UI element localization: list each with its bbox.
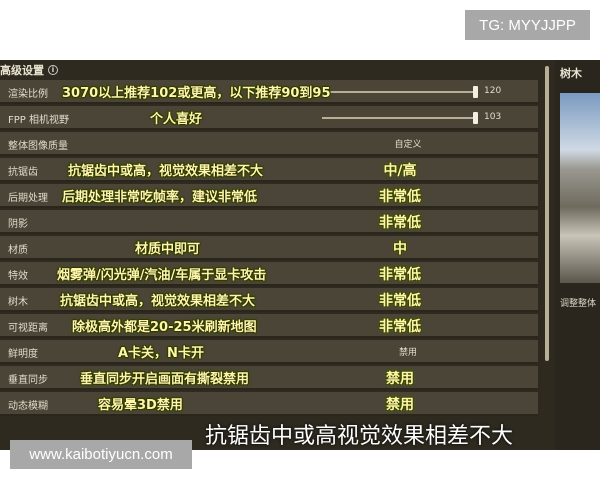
setting-label: 动态模糊	[8, 401, 48, 412]
section-title: 高级设置	[0, 64, 44, 77]
setting-value-annotation[interactable]: 非常低	[379, 189, 421, 205]
setting-label: 可视距离	[8, 323, 48, 334]
slider-handle[interactable]	[473, 86, 478, 98]
setting-row[interactable]: 鲜明度 禁用 A卡关，N卡开	[0, 340, 538, 364]
preview-panel: 树木 调整整体	[555, 60, 600, 450]
setting-label: 后期处理	[8, 193, 48, 204]
video-subtitle: 抗锯齿中或高视觉效果相差不大	[205, 424, 514, 449]
setting-value-annotation[interactable]: 非常低	[379, 215, 421, 231]
setting-row[interactable]: 抗锯齿 抗锯齿中或高，视觉效果相差不大 中/高	[0, 158, 538, 182]
setting-label: 阴影	[8, 219, 28, 230]
setting-label: 渲染比例	[8, 89, 48, 100]
setting-row[interactable]: FPP 相机视野 103 个人喜好	[0, 106, 538, 130]
annotation-text: 抗锯齿中或高，视觉效果相差不大	[68, 164, 264, 179]
setting-label: 鲜明度	[8, 349, 38, 360]
setting-row[interactable]: 可视距离 除极高外都是20-25米刷新地图 非常低	[0, 314, 538, 338]
advanced-settings-panel: 高级设置 i 渲染比例 120 3070以上推荐102或更高，以下推荐90到95 FP…	[0, 60, 600, 450]
annotation-text: 后期处理非常吃帧率，建议非常低	[62, 190, 258, 205]
slider-handle[interactable]	[473, 112, 478, 124]
setting-value-annotation[interactable]: 禁用	[386, 397, 414, 413]
setting-value-annotation[interactable]: 非常低	[379, 293, 421, 309]
scrollbar[interactable]	[545, 66, 549, 361]
preview-description: 调整整体	[560, 299, 597, 309]
setting-value-annotation[interactable]: 非常低	[379, 267, 421, 283]
setting-row[interactable]: 动态模糊 容易晕3D禁用 禁用	[0, 392, 538, 416]
annotation-text: 材质中即可	[135, 242, 201, 257]
setting-row[interactable]: 整体图像质量 自定义	[0, 132, 538, 156]
setting-label: 特效	[8, 271, 28, 282]
annotation-text: 3070以上推荐102或更高，以下推荐90到95	[62, 86, 331, 101]
setting-row[interactable]: 后期处理 后期处理非常吃帧率，建议非常低 非常低	[0, 184, 538, 208]
info-icon[interactable]: i	[48, 65, 58, 75]
setting-value-annotation[interactable]: 中/高	[383, 163, 417, 179]
slider-value: 103	[484, 112, 502, 122]
annotation-text: 垂直同步开启画面有撕裂禁用	[80, 372, 250, 387]
setting-value-annotation[interactable]: 中	[393, 241, 407, 257]
annotation-text: 除极高外都是20-25米刷新地图	[72, 320, 257, 335]
setting-slider[interactable]	[322, 112, 478, 124]
section-header: 高级设置 i	[0, 61, 58, 79]
setting-row[interactable]: 渲染比例 120 3070以上推荐102或更高，以下推荐90到95	[0, 80, 538, 104]
annotation-text: A卡关，N卡开	[118, 346, 204, 361]
preview-image	[560, 93, 600, 283]
annotation-text: 容易晕3D禁用	[98, 398, 183, 413]
watermark-top: TG: MYYJJPP	[465, 10, 590, 40]
setting-label: 整体图像质量	[8, 141, 68, 152]
setting-value[interactable]: 自定义	[394, 140, 422, 150]
preview-title: 树木	[560, 67, 582, 80]
setting-row[interactable]: 材质 材质中即可 中	[0, 236, 538, 260]
setting-value[interactable]: 禁用	[398, 348, 417, 358]
annotation-text: 个人喜好	[150, 112, 203, 127]
annotation-text: 抗锯齿中或高，视觉效果相差不大	[60, 294, 256, 309]
slider-value: 120	[484, 86, 502, 96]
setting-label: FPP 相机视野	[8, 115, 69, 126]
annotation-text: 烟雾弹/闪光弹/汽油/车属于显卡攻击	[57, 268, 267, 283]
setting-value-annotation[interactable]: 禁用	[386, 371, 414, 387]
setting-label: 材质	[8, 245, 28, 256]
setting-row[interactable]: 阴影 非常低	[0, 210, 538, 234]
setting-label: 树木	[8, 297, 28, 308]
setting-value-annotation[interactable]: 非常低	[379, 319, 421, 335]
watermark-bottom: www.kaibotiyucn.com	[10, 440, 192, 469]
setting-row[interactable]: 特效 烟雾弹/闪光弹/汽油/车属于显卡攻击 非常低	[0, 262, 538, 286]
setting-row[interactable]: 树木 抗锯齿中或高，视觉效果相差不大 非常低	[0, 288, 538, 312]
setting-row[interactable]: 垂直同步 垂直同步开启画面有撕裂禁用 禁用	[0, 366, 538, 390]
setting-label: 垂直同步	[8, 375, 48, 386]
setting-label: 抗锯齿	[8, 167, 38, 178]
setting-slider[interactable]	[322, 86, 478, 98]
